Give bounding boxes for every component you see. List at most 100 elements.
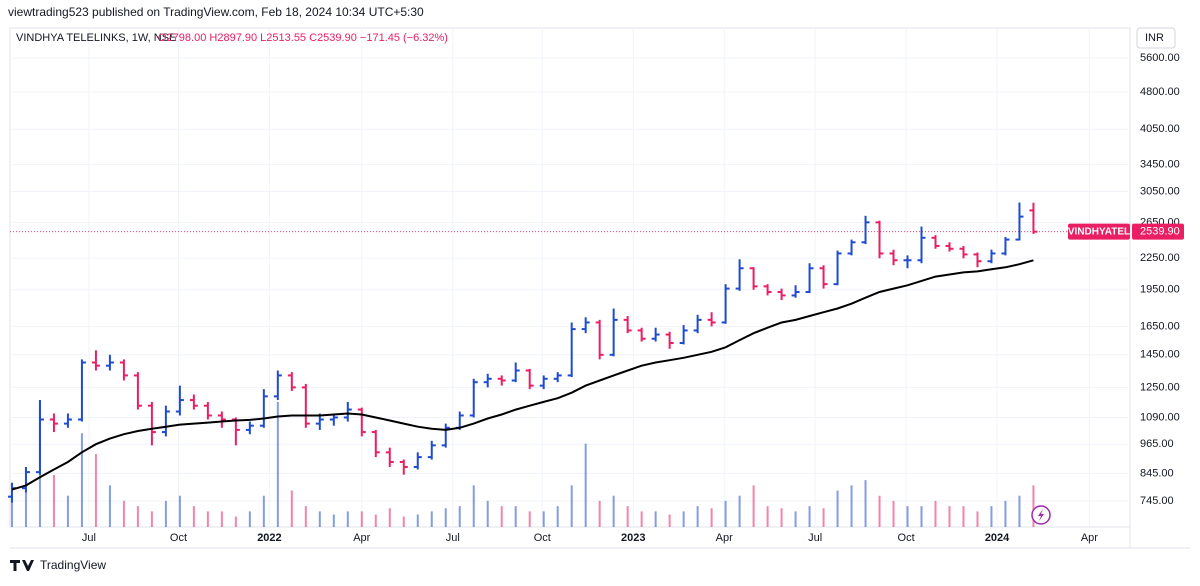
volume-bar — [486, 500, 489, 527]
volume-bar — [430, 511, 433, 527]
volume-bar — [864, 480, 867, 527]
currency-box[interactable] — [1136, 27, 1176, 49]
y-tick-label: 845.00 — [1140, 467, 1174, 479]
volume-bar — [24, 485, 27, 527]
x-tick-label: Apr — [353, 532, 370, 544]
x-tick-label: Jul — [808, 532, 822, 544]
volume-bar — [752, 485, 755, 527]
x-tick-label: Apr — [1081, 532, 1098, 544]
y-tick-label: 3450.00 — [1140, 158, 1180, 170]
volume-bar — [612, 495, 615, 527]
volume-bar — [738, 495, 741, 527]
x-tick-label: Oct — [170, 532, 187, 544]
volume-bar — [920, 506, 923, 527]
volume-bar — [850, 485, 853, 527]
volume-bar — [724, 500, 727, 527]
y-tick-label: 1650.00 — [1140, 320, 1180, 332]
volume-bar — [514, 506, 517, 527]
volume-bar — [122, 500, 125, 527]
volume-bar — [192, 506, 195, 527]
volume-bar — [220, 511, 223, 527]
volume-bar — [1004, 500, 1007, 527]
volume-bar — [976, 511, 979, 527]
volume-bar — [822, 508, 825, 527]
volume-bar — [696, 506, 699, 527]
y-tick-label: 1090.00 — [1140, 411, 1180, 423]
volume-bar — [80, 433, 83, 527]
volume-bar — [808, 506, 811, 527]
y-tick-label: 745.00 — [1140, 495, 1174, 507]
volume-bar — [892, 500, 895, 527]
volume-bar — [178, 495, 181, 527]
volume-bar — [150, 511, 153, 527]
volume-bar — [374, 514, 377, 527]
volume-bar — [472, 485, 475, 527]
tv-logo — [10, 560, 34, 571]
volume-bar — [388, 508, 391, 527]
volume-bar — [766, 506, 769, 527]
volume-bar — [402, 516, 405, 527]
volume-bar — [626, 506, 629, 527]
y-tick-label: 4050.00 — [1140, 123, 1180, 135]
volume-bar — [836, 490, 839, 527]
y-tick-label: 4800.00 — [1140, 86, 1180, 98]
volume-bar — [248, 511, 251, 527]
legend-change: −171.45 (−6.32%) — [360, 32, 448, 44]
y-tick-label: 965.00 — [1140, 438, 1174, 450]
volume-bar — [332, 514, 335, 527]
volume-bar — [668, 514, 671, 527]
volume-bar — [962, 506, 965, 527]
moving-average — [11, 259, 1034, 491]
legend-high: H2897.90 — [209, 32, 257, 44]
volume-bar — [584, 443, 587, 527]
footer-brand: TradingView — [40, 558, 106, 572]
x-tick-label: Jul — [446, 532, 460, 544]
x-tick-label: Oct — [898, 532, 915, 544]
volume-bar — [276, 402, 279, 527]
volume-bar — [934, 500, 937, 527]
y-tick-label: 1250.00 — [1140, 381, 1180, 393]
x-tick-label: 2023 — [621, 532, 645, 544]
volume-bar — [794, 511, 797, 527]
y-tick-label: 5600.00 — [1140, 52, 1180, 64]
currency: INR — [1145, 32, 1164, 44]
volume-bar — [500, 506, 503, 527]
volume-bar — [528, 511, 531, 527]
volume-bar — [290, 490, 293, 527]
volume-bar — [444, 508, 447, 527]
volume-bar — [262, 495, 265, 527]
price-tag-label: 2539.90 — [1140, 226, 1180, 238]
volume-bar — [990, 506, 993, 527]
y-tick-label: 1450.00 — [1140, 349, 1180, 361]
volume-bar — [66, 495, 69, 527]
x-tick-label: Apr — [716, 532, 733, 544]
volume-bar — [1018, 495, 1021, 527]
y-tick-label: 3050.00 — [1140, 185, 1180, 197]
volume-bar — [136, 506, 139, 527]
volume-bar — [164, 500, 167, 527]
volume-bar — [234, 516, 237, 527]
y-tick-label: 1950.00 — [1140, 284, 1180, 296]
symbol-legend: VINDHYA TELELINKS, 1W, NSE — [16, 32, 176, 44]
volume-bar — [108, 485, 111, 527]
volume-bar — [570, 485, 573, 527]
ticker-label: VINDHYATEL — [1068, 226, 1130, 237]
publish-header: viewtrading523 published on TradingView.… — [8, 5, 424, 19]
volume-bar — [542, 511, 545, 527]
volume-bar — [710, 508, 713, 527]
volume-bar — [640, 511, 643, 527]
volume-bar — [346, 511, 349, 527]
x-tick-label: 2022 — [257, 532, 281, 544]
volume-bar — [304, 506, 307, 527]
volume-bar — [206, 511, 209, 527]
ohlc-legend: O2798.00 H2897.90 L2513.55 C2539.90 −171… — [158, 32, 448, 44]
volume-bar — [654, 511, 657, 527]
volume-bar — [318, 511, 321, 527]
volume-bar — [1032, 485, 1035, 527]
x-tick-label: 2024 — [985, 532, 1010, 544]
volume-bar — [416, 514, 419, 527]
legend-open: O2798.00 — [158, 32, 206, 44]
volume-bar — [10, 495, 13, 527]
volume-bar — [360, 511, 363, 527]
